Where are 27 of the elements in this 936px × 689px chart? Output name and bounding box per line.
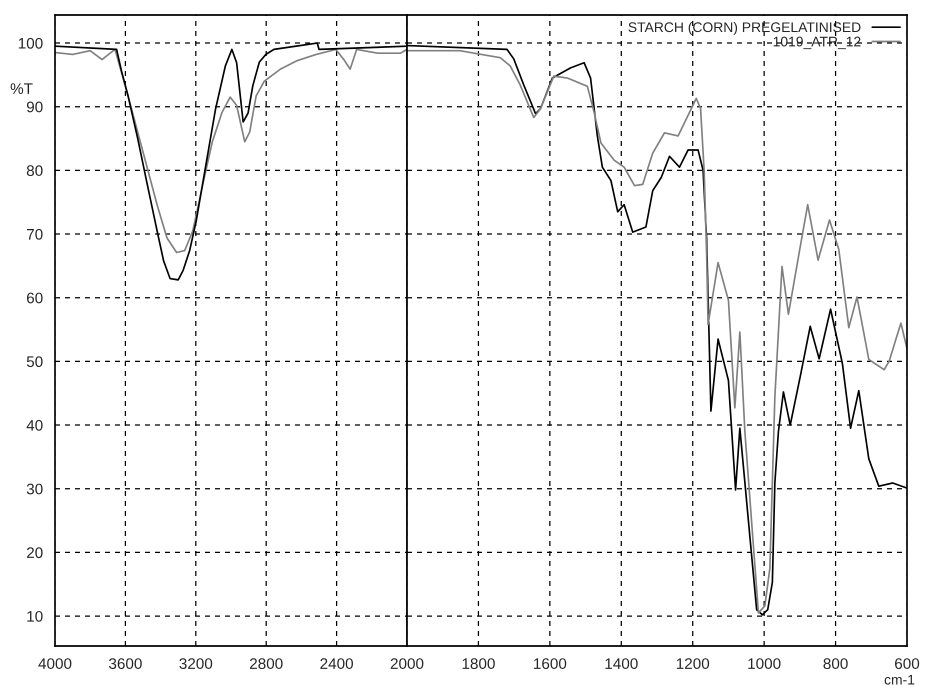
legend-label: STARCH (CORN) PREGELATINISED [628, 22, 860, 35]
y-tick-label: 20 [26, 547, 43, 558]
x-tick-label: 1800 [462, 658, 495, 670]
x-tick-label: 1400 [605, 658, 638, 670]
y-tick-label: 70 [26, 228, 43, 240]
x-tick-label: 600 [895, 658, 920, 670]
x-axis-title: cm-1 [884, 674, 914, 685]
y-tick-label: 90 [26, 102, 43, 112]
x-tick-label: 1600 [534, 658, 566, 670]
x-tick-label: 2400 [320, 658, 353, 670]
y-tick-label: 50 [26, 356, 43, 368]
y-tick-label: 10 [27, 610, 43, 622]
x-tick-label: 3200 [179, 658, 212, 670]
x-tick-label: 4000 [38, 658, 72, 670]
y-tick-label: 100 [18, 38, 43, 49]
x-tick-label: 800 [823, 658, 848, 670]
y-tick-label: 40 [26, 420, 43, 431]
x-tick-label: 1000 [748, 658, 781, 670]
y-axis-title: %T [10, 83, 33, 94]
x-tick-label: 3600 [108, 658, 142, 670]
y-tick-label: 80 [26, 165, 43, 176]
legend-label: 1019_ATR_12 [774, 36, 860, 50]
x-tick-label: 2000 [390, 658, 424, 670]
x-tick-label: 1200 [676, 658, 710, 670]
y-tick-label: 30 [26, 484, 43, 494]
x-tick-label: 2800 [250, 658, 283, 670]
y-tick-label: 60 [26, 292, 43, 304]
